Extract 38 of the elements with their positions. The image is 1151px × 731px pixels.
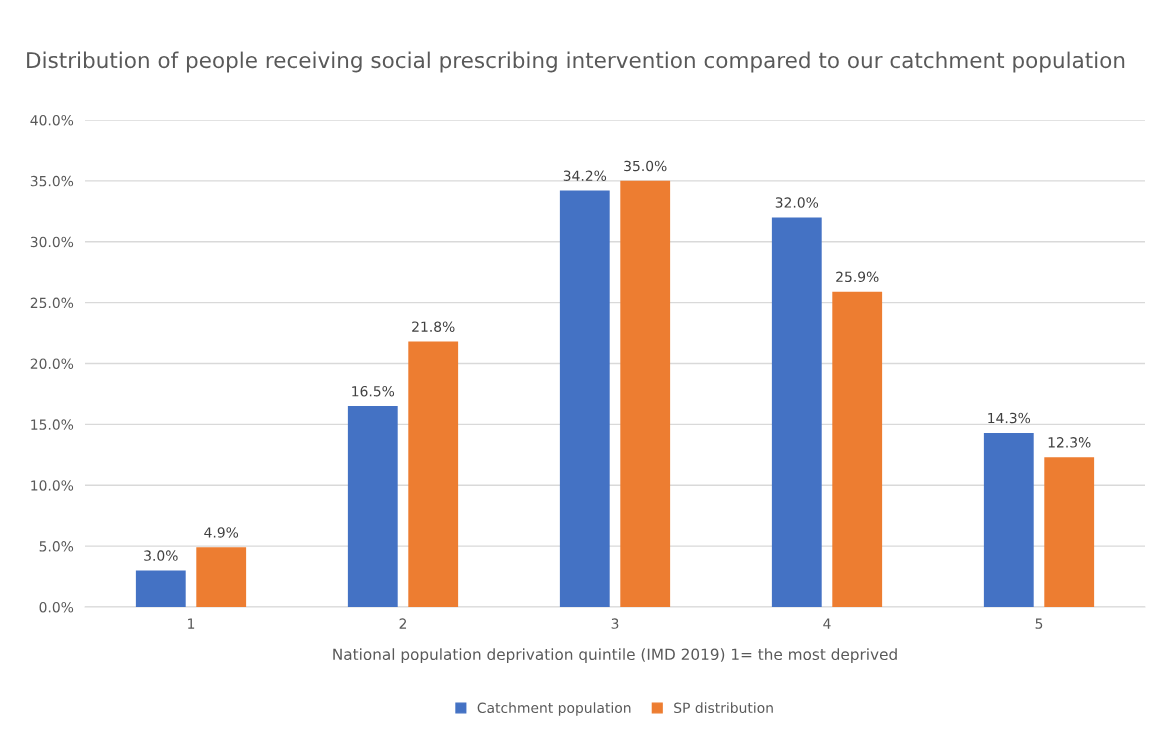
bar	[347, 406, 398, 607]
y-tick-label: 30.0%	[30, 236, 74, 248]
data-label: 4.9%	[204, 527, 239, 538]
data-label: 34.2%	[563, 170, 607, 181]
bar	[1044, 457, 1095, 607]
legend-label: SP distribution	[674, 702, 773, 714]
x-tick-label: 1	[188, 618, 195, 629]
data-label: 14.3%	[988, 412, 1031, 424]
data-label: 21.8%	[412, 321, 455, 332]
x-tick-label: 3	[611, 618, 619, 629]
bar	[983, 432, 1034, 607]
y-tick-label: 15.0%	[31, 419, 74, 430]
data-label: 35.0%	[624, 160, 667, 172]
data-label: 32.0%	[775, 197, 819, 208]
bar	[135, 570, 186, 607]
data-label: 12.3%	[1048, 437, 1091, 448]
y-tick-label: 25.0%	[30, 297, 74, 309]
y-tick-label: 35.0%	[30, 175, 74, 187]
x-tick-label: 4	[823, 618, 831, 629]
x-axis-title: National population deprivation quintile (IMD 2019) 1= the most deprived	[333, 648, 897, 664]
x-tick-label: 2	[399, 618, 407, 629]
y-tick-label: 20.0%	[30, 358, 74, 369]
bar	[771, 217, 822, 607]
data-label: 3.0%	[144, 550, 178, 561]
data-label: 25.9%	[836, 271, 879, 283]
bar	[559, 190, 610, 607]
y-tick-label: 10.0%	[31, 480, 74, 491]
data-label: 16.5%	[352, 385, 395, 397]
y-tick-label: 40.0%	[30, 114, 74, 126]
legend-label: Catchment population	[477, 702, 631, 716]
y-tick-label: 0.0%	[39, 601, 74, 613]
y-tick-label: 5.0%	[39, 541, 74, 552]
bar	[620, 180, 671, 607]
x-tick-label: 5	[1035, 618, 1043, 629]
bar	[408, 341, 459, 607]
bar	[196, 547, 247, 607]
chart-title: Distribution of people receiving social prescribing intervention compared to our catchment population	[27, 51, 1125, 73]
bar	[832, 291, 883, 607]
